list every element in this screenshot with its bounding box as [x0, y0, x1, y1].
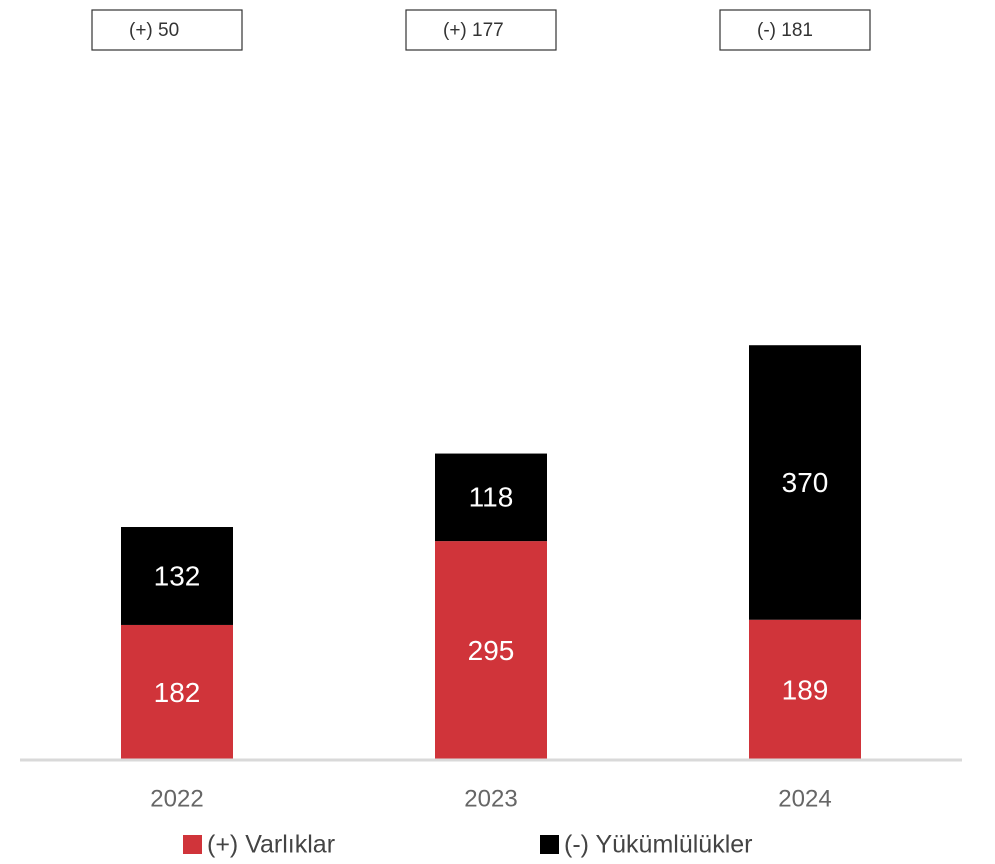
x-tick-label: 2022: [150, 785, 203, 812]
bar-segment: [121, 527, 233, 625]
legend-swatch: [183, 835, 202, 854]
value-label: 132: [154, 560, 201, 591]
x-tick-label: 2023: [464, 785, 517, 812]
bar-segment: [749, 619, 861, 760]
annotation-box: [405, 9, 557, 51]
value-label: 189: [782, 674, 829, 705]
legend-label: (-) Yükümlülükler: [564, 831, 752, 859]
bar-segment: [121, 624, 233, 760]
annotation-box: [91, 9, 243, 51]
x-tick-label: 2024: [778, 785, 831, 812]
value-label: 182: [154, 677, 201, 708]
bar-segment: [435, 453, 547, 542]
bar-segment: [435, 541, 547, 760]
annotation: (+) 50: [129, 20, 179, 41]
annotation-box: [719, 9, 871, 51]
bar-segment: [749, 345, 861, 620]
legend-swatch: [540, 835, 559, 854]
value-label: 295: [468, 635, 515, 666]
annotation: (-) 181: [757, 20, 813, 41]
value-label: 118: [469, 482, 514, 513]
legend-label: (+) Varlıklar: [207, 831, 335, 859]
annotation: (+) 177: [443, 20, 504, 41]
value-label: 370: [782, 467, 829, 498]
